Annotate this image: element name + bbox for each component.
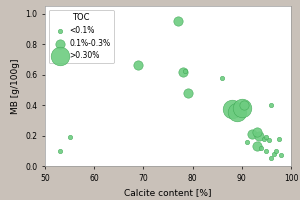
Point [183,69,188,72]
Point [249,132,254,136]
Point [242,103,247,107]
Point [244,140,249,143]
Point [274,149,279,152]
Point [254,145,259,148]
Point [256,134,261,137]
Point [220,77,224,80]
Point [185,91,190,94]
Point [272,152,276,155]
Point [279,154,283,157]
Point [264,135,269,139]
Point [67,135,72,139]
Point [264,149,269,152]
Point [262,137,266,140]
Point [176,20,180,23]
Point [266,138,271,142]
Point [180,70,185,73]
Y-axis label: MB [g/100g]: MB [g/100g] [11,58,20,114]
Point [136,63,141,66]
Point [259,146,264,149]
Point [235,110,239,114]
X-axis label: Calcite content [%]: Calcite content [%] [124,188,212,197]
Point [269,103,274,107]
Point [230,107,234,110]
Point [254,131,259,134]
Point [57,149,62,152]
Point [269,157,274,160]
Point [239,106,244,110]
Legend: <0.1%, 0.1%-0.3%, >0.30%: <0.1%, 0.1%-0.3%, >0.30% [49,10,114,63]
Point [276,137,281,140]
